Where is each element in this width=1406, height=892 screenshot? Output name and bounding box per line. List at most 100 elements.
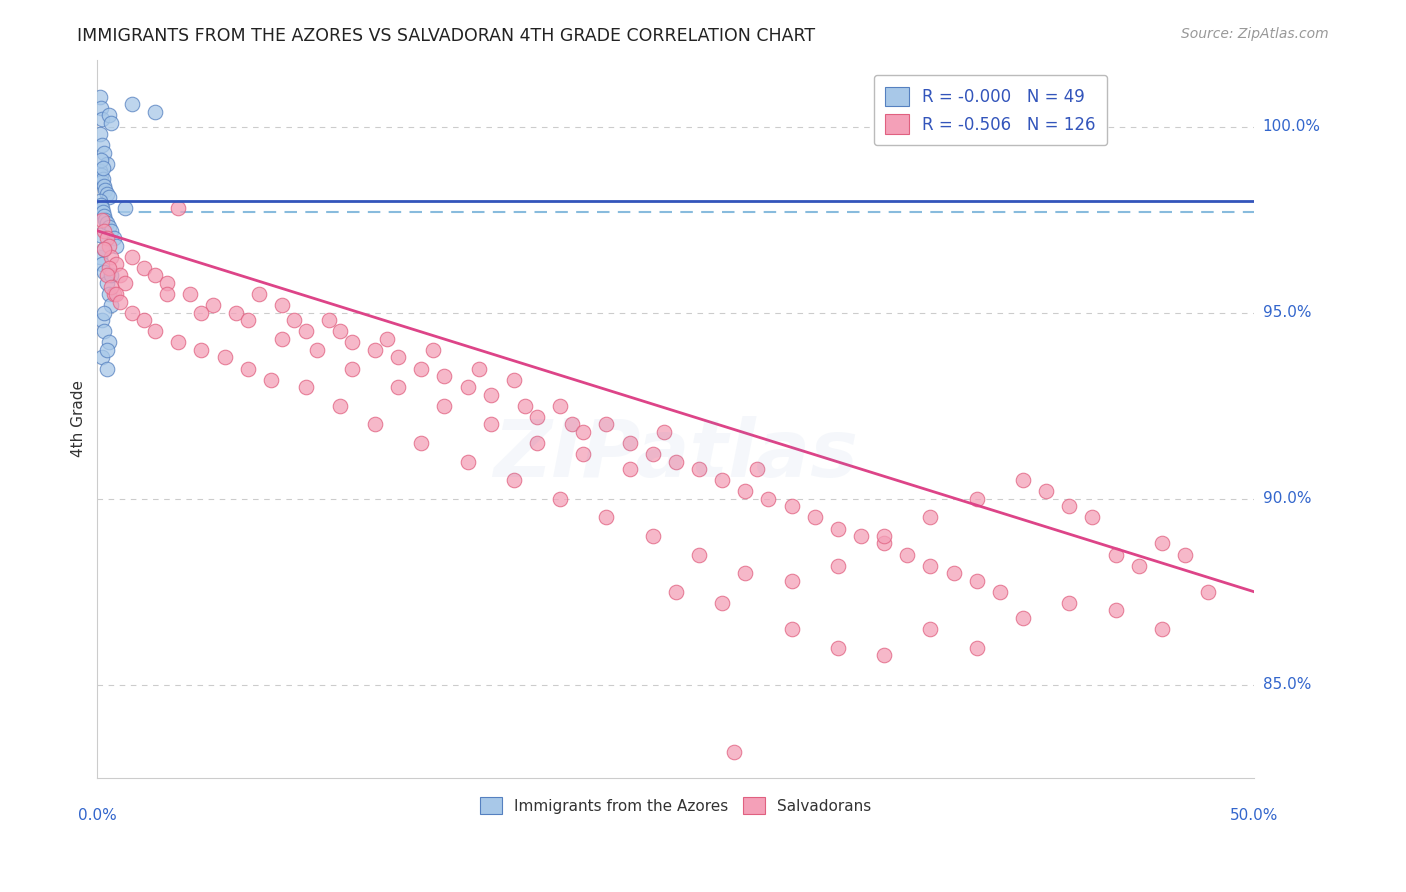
Point (96, 343, 118, 357)
Point (96, 231, 118, 245)
Point (827, 522, 849, 536)
Point (1081, 510, 1104, 524)
Point (100, 250, 122, 264)
Point (468, 361, 491, 376)
Point (479, 387, 502, 401)
Point (110, 294, 132, 309)
Point (1057, 500, 1080, 514)
Point (780, 500, 803, 514)
Point (90, 168, 112, 182)
Point (1104, 603, 1126, 617)
Point (143, 324, 166, 338)
Point (595, 510, 617, 524)
Point (572, 447, 595, 461)
Point (89, 90, 111, 104)
Point (942, 566, 965, 581)
Point (711, 473, 734, 487)
Point (920, 622, 942, 636)
Point (318, 313, 340, 327)
Point (548, 399, 571, 413)
Point (97, 335, 120, 350)
Point (93, 145, 115, 160)
Point (94, 183, 117, 197)
Point (294, 380, 316, 394)
Point (1128, 558, 1150, 573)
Point (780, 622, 803, 636)
Point (1035, 484, 1057, 499)
Point (104, 238, 127, 252)
Point (93, 224, 115, 238)
Point (619, 436, 641, 450)
Text: 85.0%: 85.0% (1263, 677, 1310, 692)
Point (121, 250, 143, 264)
Point (100, 224, 122, 238)
Point (100, 279, 122, 293)
Point (827, 558, 849, 573)
Point (96, 361, 118, 376)
Point (1150, 536, 1173, 550)
Point (143, 104, 166, 119)
Point (758, 491, 780, 506)
Point (93, 324, 115, 338)
Point (572, 425, 595, 439)
Point (260, 373, 283, 387)
Point (340, 335, 363, 350)
Point (665, 454, 688, 468)
Point (502, 373, 524, 387)
Point (93, 179, 115, 194)
Point (97, 108, 120, 122)
Point (1012, 611, 1035, 625)
Point (561, 417, 583, 432)
Point (1012, 473, 1035, 487)
Point (827, 640, 849, 655)
Point (104, 257, 127, 271)
Point (734, 566, 756, 581)
Point (340, 361, 363, 376)
Point (103, 287, 125, 301)
Point (665, 584, 688, 599)
Point (711, 596, 734, 610)
Point (90, 101, 112, 115)
Point (190, 343, 212, 357)
Point (433, 368, 456, 383)
Point (515, 399, 537, 413)
Point (132, 260, 155, 275)
Point (121, 97, 143, 112)
Point (90, 153, 112, 167)
Point (89, 227, 111, 242)
Point (364, 343, 387, 357)
Point (114, 276, 136, 290)
Point (190, 306, 212, 320)
Point (526, 409, 548, 424)
Point (294, 324, 316, 338)
Point (422, 343, 444, 357)
Text: 50.0%: 50.0% (1230, 808, 1278, 823)
Point (97, 260, 120, 275)
Point (236, 313, 259, 327)
Point (411, 361, 433, 376)
Point (167, 335, 190, 350)
Point (91, 138, 114, 153)
Point (179, 287, 201, 301)
Point (214, 351, 236, 365)
Point (91, 205, 114, 219)
Point (100, 268, 122, 283)
Point (271, 298, 294, 312)
Point (307, 343, 329, 357)
Point (433, 399, 456, 413)
Point (97, 190, 120, 204)
Point (110, 268, 132, 283)
Point (93, 209, 115, 223)
Point (457, 380, 479, 394)
Point (94, 212, 117, 227)
Point (1104, 548, 1126, 562)
Point (375, 332, 398, 346)
Point (236, 361, 259, 376)
Point (114, 202, 136, 216)
Text: 90.0%: 90.0% (1263, 491, 1312, 507)
Point (156, 276, 179, 290)
Point (225, 306, 247, 320)
Point (93, 306, 115, 320)
Point (121, 306, 143, 320)
Point (920, 510, 942, 524)
